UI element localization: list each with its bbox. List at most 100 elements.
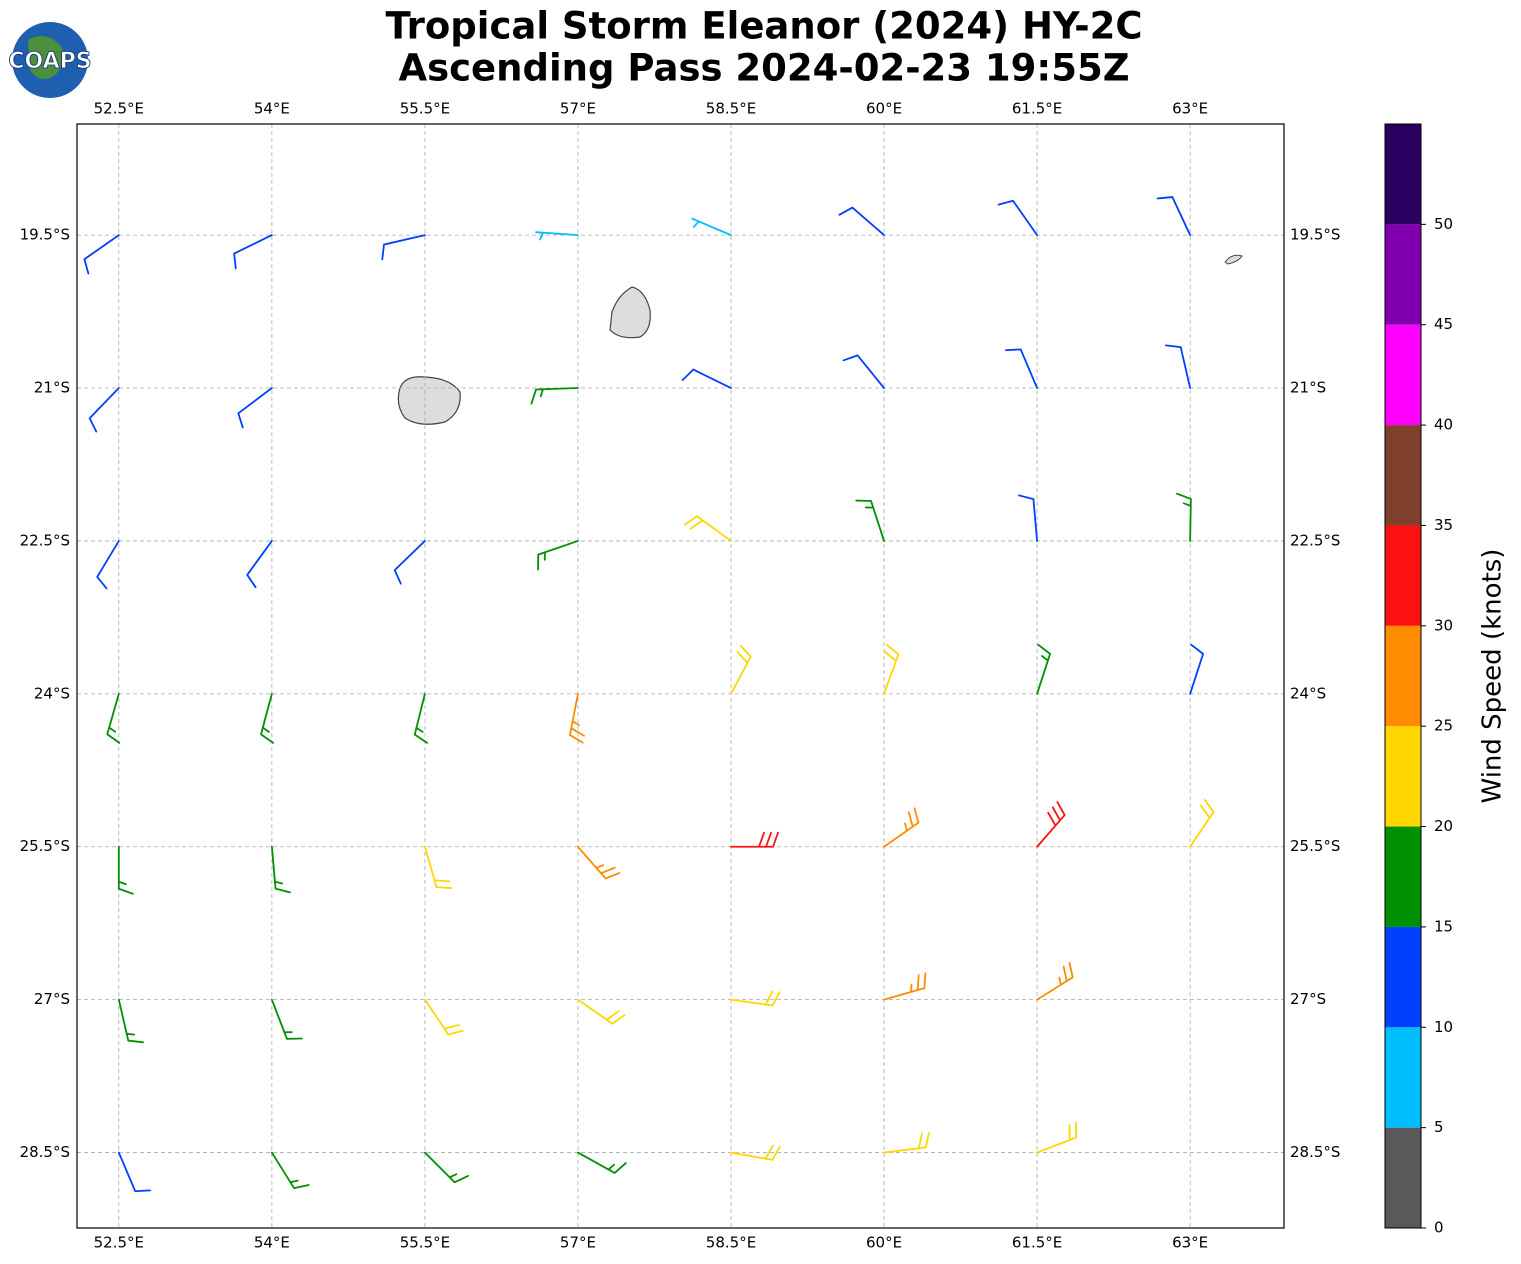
colorbar-segment: [1385, 525, 1421, 626]
wind-barb: [1156, 196, 1192, 237]
rodrigues-island: [1224, 254, 1243, 265]
wind-barb: [842, 354, 885, 389]
wind-barb: [691, 217, 732, 237]
x-tick-label: 55.5°E: [400, 100, 450, 118]
map-frame: [76, 123, 1285, 1229]
colorbar-segment: [1385, 926, 1421, 1028]
wind-barb: [117, 998, 144, 1044]
colorbar-tick-label: 25: [1434, 717, 1453, 735]
y-tick-label: 27°S: [34, 990, 70, 1008]
colorbar-tick-label: 30: [1434, 616, 1453, 634]
x-tick-label: 54°E: [254, 1234, 290, 1252]
colorbar-tick-label: 40: [1434, 416, 1453, 434]
colorbar-tick-label: 0: [1434, 1219, 1444, 1237]
x-tick-label: 60°E: [866, 100, 902, 118]
wind-barb: [106, 692, 121, 744]
wind-barb: [1004, 348, 1038, 389]
y-tick-label: 28.5°S: [20, 1143, 70, 1161]
y-tick-label: 22.5°S: [1290, 531, 1340, 549]
wind-barb: [270, 998, 303, 1040]
wind-barb: [270, 1151, 310, 1190]
wind-barb: [1036, 643, 1051, 695]
y-tick-label: 25.5°S: [1290, 837, 1340, 855]
wind-barb: [246, 540, 273, 589]
wind-barb: [530, 387, 579, 405]
colorbar-label: Wind Speed (knots): [1478, 549, 1508, 804]
wind-barb: [883, 972, 927, 1001]
wind-barb: [1018, 494, 1038, 542]
wind-barb: [83, 234, 120, 275]
y-tick-label: 21°S: [34, 379, 70, 397]
chart-title: Tropical Storm Eleanor (2024) HY-2C: [385, 5, 1142, 48]
colorbar-segment: [1385, 324, 1421, 426]
wind-barb: [997, 199, 1038, 237]
y-tick-label: 24°S: [1290, 684, 1326, 702]
wind-barb: [1036, 801, 1066, 848]
wind-barb: [855, 499, 885, 542]
x-tick-label: 58.5°E: [706, 100, 756, 118]
y-tick-label: 22.5°S: [20, 531, 70, 549]
wind-barb: [424, 998, 464, 1036]
wind-barb: [730, 831, 779, 848]
mauritius-island: [609, 286, 651, 339]
logo-land: [28, 36, 64, 79]
y-tick-label: 24°S: [34, 684, 70, 702]
y-tick-label: 19.5°S: [1290, 226, 1340, 244]
colorbar-segment: [1385, 1127, 1421, 1228]
wind-barb: [413, 692, 429, 744]
colorbar-tick-label: 50: [1434, 215, 1453, 233]
x-tick-label: 61.5°E: [1012, 1234, 1062, 1252]
wind-barb: [117, 1151, 151, 1193]
colorbar-segment: [1385, 625, 1421, 727]
wind-barb: [683, 515, 732, 542]
y-tick-label: 25.5°S: [20, 837, 70, 855]
wind-barb: [569, 692, 585, 744]
x-tick-label: 55.5°E: [400, 1234, 450, 1252]
x-tick-label: 57°E: [560, 1234, 596, 1252]
wind-barb: [88, 387, 120, 433]
colorbar-tick-label: 5: [1434, 1118, 1444, 1136]
x-tick-label: 54°E: [254, 100, 290, 118]
x-tick-label: 61.5°E: [1012, 100, 1062, 118]
wind-barb: [233, 234, 273, 270]
x-tick-label: 58.5°E: [706, 1234, 756, 1252]
wind-barb: [730, 1144, 781, 1161]
wind-barb: [883, 1132, 930, 1154]
wind-barb: [1165, 344, 1192, 389]
wind-barb: [883, 643, 900, 695]
wind-barb: [730, 644, 752, 695]
wind-barb: [117, 845, 134, 895]
y-tick-label: 21°S: [1290, 379, 1326, 397]
x-tick-label: 63°E: [1172, 100, 1208, 118]
colorbar-tick-label: 20: [1434, 817, 1453, 835]
wind-barb: [260, 692, 275, 744]
colorbar-segment: [1385, 826, 1421, 927]
y-tick-label: 28.5°S: [1290, 1143, 1340, 1161]
colorbar-tick-label: 35: [1434, 516, 1453, 534]
reunion-island: [397, 376, 461, 425]
wind-barb: [1189, 799, 1215, 848]
colorbar-segment: [1385, 726, 1421, 827]
wind-barb: [535, 231, 579, 241]
wind-barb: [424, 845, 453, 889]
y-tick-label: 27°S: [1290, 990, 1326, 1008]
wind-barb: [96, 540, 120, 590]
colorbar-tick-label: 45: [1434, 315, 1453, 333]
x-tick-label: 57°E: [560, 100, 596, 118]
chart-subtitle: Ascending Pass 2024-02-23 19:55Z: [398, 47, 1129, 90]
map-area: [397, 254, 1243, 425]
colorbar-tick-label: 15: [1434, 917, 1453, 935]
y-tick-label: 19.5°S: [20, 226, 70, 244]
wind-barb: [577, 845, 621, 880]
wind-barb: [1036, 1121, 1078, 1154]
colorbar-segment: [1385, 124, 1421, 225]
wind-barb: [393, 540, 426, 585]
wind-barb: [270, 845, 291, 894]
x-tick-label: 63°E: [1172, 1234, 1208, 1252]
wind-barb: [577, 1151, 627, 1174]
colorbar-segment: [1385, 425, 1421, 526]
colorbar-tick-label: 10: [1434, 1018, 1453, 1036]
wind-barb: [1176, 492, 1192, 542]
wind-barb: [381, 234, 426, 261]
